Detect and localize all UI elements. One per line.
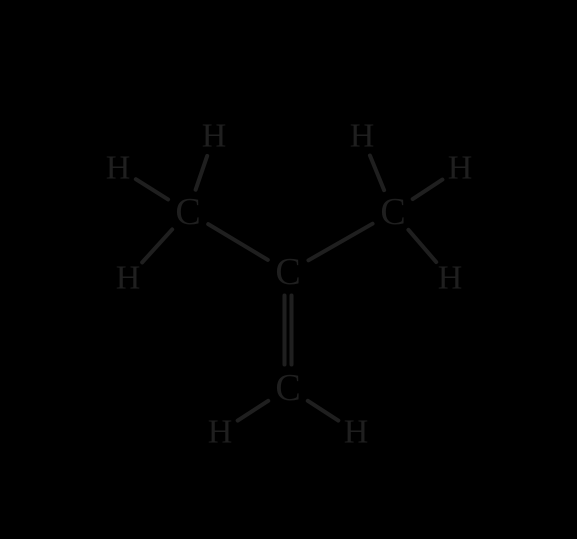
atom-label-H: H [202, 118, 227, 155]
atom-label-C: C [175, 191, 200, 233]
atom-label-H: H [208, 414, 233, 451]
atom-label-C: C [380, 191, 405, 233]
atom-label-H: H [344, 414, 369, 451]
atom-label-C: C [275, 367, 300, 409]
atom-label-H: H [350, 118, 375, 155]
molecule-diagram: CCCCHHHHHHHH [0, 0, 577, 539]
atom-label-H: H [116, 260, 141, 297]
atom-label-H: H [106, 150, 131, 187]
atom-label-H: H [448, 150, 473, 187]
atom-label-C: C [275, 251, 300, 293]
atom-label-H: H [438, 260, 463, 297]
